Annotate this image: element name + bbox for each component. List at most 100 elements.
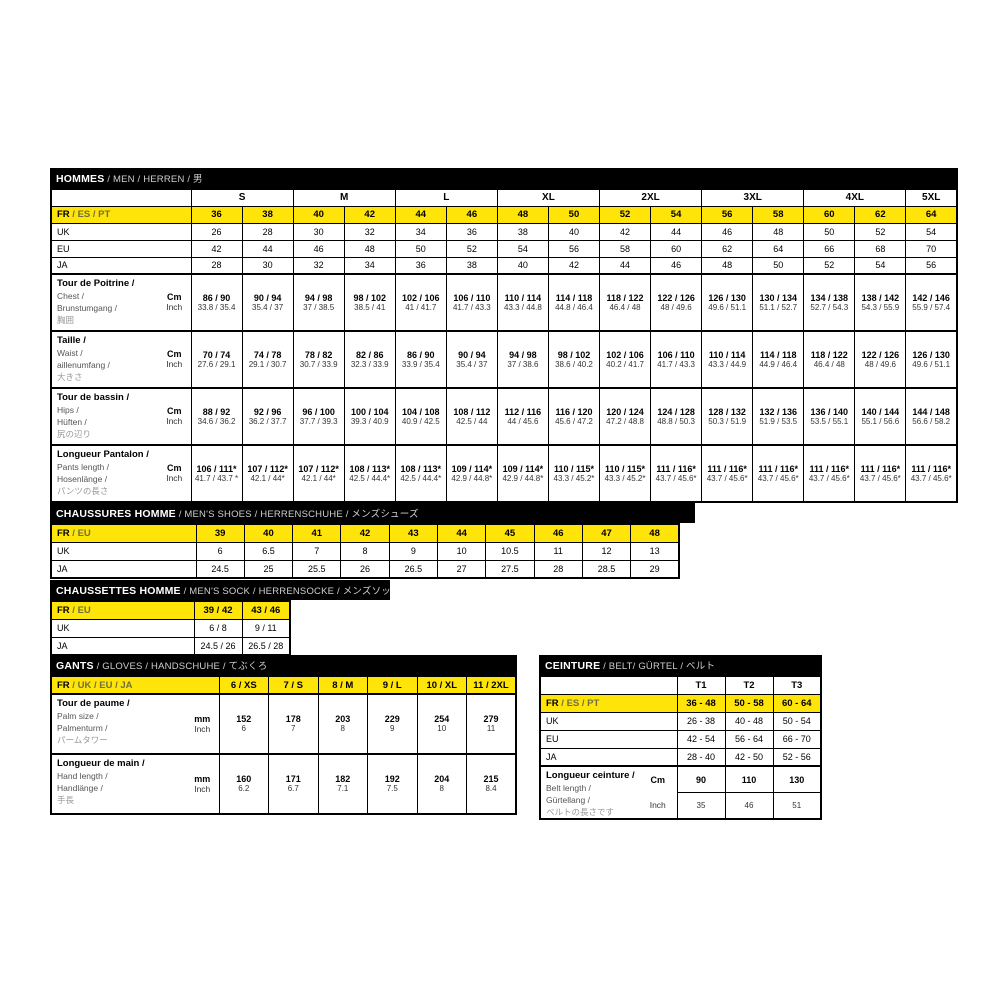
- cm-value: 98 / 102: [353, 292, 386, 303]
- measure-value-cell: 107 / 112* 42.1 / 44*: [292, 444, 345, 503]
- measure-value-wrap: 144 / 148 56.6 / 58.2: [907, 401, 956, 433]
- inch-value: 43.3 / 44.9: [708, 359, 747, 369]
- belt-length-label: Longueur ceinture / Belt length / Gürtella…: [539, 765, 639, 820]
- measure-value-cell: 111 / 116* 43.7 / 45.6*: [650, 444, 703, 503]
- cm-value: 111 / 116*: [911, 463, 951, 474]
- measure-value-wrap: 138 / 142 54.3 / 55.9: [856, 287, 905, 319]
- gloves-title-translations: / GLOVES / HANDSCHUHE / てぶくろ: [93, 661, 268, 672]
- belt-size-value: 56 - 64: [724, 729, 774, 749]
- cm-value: 86 / 90: [202, 292, 231, 303]
- inch-value: 41.7 / 43.7 *: [194, 473, 239, 483]
- hommes-measure-row: Tour de Poitrine / Chest / Brunstumgang / 胸…: [50, 273, 958, 332]
- measure-label-line: 手長: [57, 795, 75, 805]
- size-value: 40: [547, 222, 601, 241]
- eu-row: EU 42 44 46 48 50 52 54 56 58 60 62 64 66 68 70: [50, 239, 958, 258]
- measure-value-cell: 215 8.4: [466, 753, 517, 815]
- measure-value-wrap: 98 / 102 38.6 / 40.2: [549, 344, 598, 376]
- row-label-ja: JA: [50, 256, 191, 275]
- measure-value-cell: 100 / 104 39.3 / 40.9: [343, 387, 396, 446]
- measure-value-cell: 102 / 106 40.2 / 41.7: [598, 330, 652, 389]
- belt-row-uk: UK 26 - 38 40 - 48 50 - 54: [539, 711, 822, 731]
- inch-value: 6: [241, 724, 246, 733]
- cm-value: 134 / 138: [810, 292, 849, 303]
- measure-value-cell: 254 10: [416, 693, 467, 755]
- measure-value-cell: 124 / 128 48.8 / 50.3: [650, 387, 703, 446]
- measure-value-wrap: 70 / 74 27.6 / 29.1: [192, 344, 241, 376]
- measure-value-cell: 114 / 118 44.9 / 46.4: [752, 330, 805, 389]
- measure-label-line: 大きさ: [57, 372, 83, 382]
- shoes-size-value: 42: [340, 523, 390, 543]
- inch-value: 40.2 / 41.7: [606, 359, 644, 369]
- measure-label-line: Waist /: [57, 348, 83, 358]
- cm-value: 106 / 111*: [196, 463, 237, 474]
- measure-value-wrap: 160 6.2: [220, 768, 268, 800]
- cm-value: 109 / 114*: [502, 463, 544, 474]
- inch-value: 30.7 / 33.9: [299, 359, 338, 369]
- gloves-measure-row: Tour de paume / Palm size / Palmenturm / パー…: [50, 693, 517, 755]
- inch-value: 42.9 / 44.8*: [502, 473, 544, 483]
- cm-value: 111 / 116*: [758, 463, 798, 474]
- socks-title-bar: CHAUSSETTES HOMME / MEN'S SOCK / HERRENS…: [50, 580, 390, 600]
- cm-value: 178: [285, 714, 301, 724]
- measure-value-wrap: 171 6.7: [269, 768, 317, 800]
- shoes-size-value: 41: [292, 523, 342, 543]
- inch-value: 48 / 49.6: [660, 302, 692, 312]
- shoes-row-label-uk: UK: [50, 541, 196, 561]
- measure-value-cell: 110 / 114 43.3 / 44.9: [701, 330, 754, 389]
- unit-cell: Cm Inch: [161, 273, 192, 332]
- shoes-size-value: 27: [436, 559, 487, 579]
- measure-value-cell: 138 / 142 54.3 / 55.9: [854, 273, 907, 332]
- measure-value-cell: 160 6.2: [218, 753, 269, 815]
- cm-value: 136 / 140: [810, 406, 849, 417]
- cm-value: 104 / 108: [402, 406, 440, 417]
- inch-value: 44 / 45.6: [507, 416, 539, 426]
- size-value: 44: [241, 239, 294, 258]
- measure-value-wrap: 86 / 90 33.9 / 35.4: [396, 344, 445, 376]
- size-value: 48: [701, 256, 754, 275]
- unit-wrap: Cm Inch: [161, 343, 190, 376]
- shoes-size-value: 12: [581, 541, 632, 561]
- measure-value-cell: 111 / 116* 43.7 / 45.6*: [701, 444, 754, 503]
- measure-value-wrap: 110 / 115* 43.3 / 45.2*: [601, 458, 650, 490]
- measure-label-line: Belt length /: [546, 783, 591, 793]
- glove-size-header: 6 / XS: [218, 675, 269, 695]
- measure-value-wrap: 132 / 136 51.9 / 53.5: [754, 401, 803, 433]
- belt-title: CEINTURE: [545, 660, 601, 672]
- cm-value: 203: [335, 714, 351, 724]
- cm-value: 122 / 126: [861, 349, 900, 360]
- cm-value: 120 / 124: [606, 406, 644, 417]
- size-group-row: S M L XL 2XL 3XL 4XL 5XL: [50, 188, 958, 207]
- unit-top-label: Cm: [166, 349, 182, 359]
- measure-value-wrap: 98 / 102 38.5 / 41: [345, 287, 394, 319]
- inch-value: 37.7 / 39.3: [299, 416, 338, 426]
- measure-value-wrap: 111 / 116* 43.7 / 45.6*: [856, 458, 905, 490]
- belt-row-ja: JA 28 - 40 42 - 50 52 - 56: [539, 747, 822, 767]
- inch-value: 34.6 / 36.2: [197, 416, 236, 426]
- measure-label-line: Taille /: [57, 335, 86, 346]
- inch-value: 7: [291, 724, 296, 733]
- cm-value: 152: [236, 714, 252, 724]
- inch-value: 43.7 / 45.6*: [808, 473, 850, 483]
- cm-value: 215: [483, 774, 499, 784]
- size-group-header: M: [292, 188, 396, 207]
- unit-wrap: Cm Inch: [161, 400, 190, 433]
- inch-value: 42.9 / 44.8*: [451, 473, 493, 483]
- measure-value-cell: 109 / 114* 42.9 / 44.8*: [496, 444, 549, 503]
- measure-value-cell: 108 / 113* 42.5 / 44.4*: [343, 444, 396, 503]
- shoes-title-bar: CHAUSSURES HOMME / MEN'S SHOES / HERRENS…: [50, 503, 695, 523]
- cm-value: 126 / 130: [708, 292, 746, 303]
- row-label-rest: / ES / PT: [69, 209, 111, 220]
- size-value: 38: [241, 205, 294, 224]
- unit-bottom-label: Inch: [194, 723, 211, 734]
- inch-value: 38.6 / 40.2: [555, 359, 593, 369]
- measure-value-wrap: 136 / 140 53.5 / 55.1: [805, 401, 854, 433]
- belt-length-inch: 35: [676, 792, 726, 820]
- shoes-size-value: 9: [388, 541, 438, 561]
- cm-value: 118 / 122: [810, 349, 848, 360]
- measure-value-cell: 118 / 122 46.4 / 48: [598, 273, 652, 332]
- inch-value: 42.1 / 44*: [301, 473, 336, 483]
- socks-size-value: 39 / 42: [193, 600, 243, 620]
- measure-label: Tour de paume / Palm size / Palmenturm / パー…: [50, 693, 189, 755]
